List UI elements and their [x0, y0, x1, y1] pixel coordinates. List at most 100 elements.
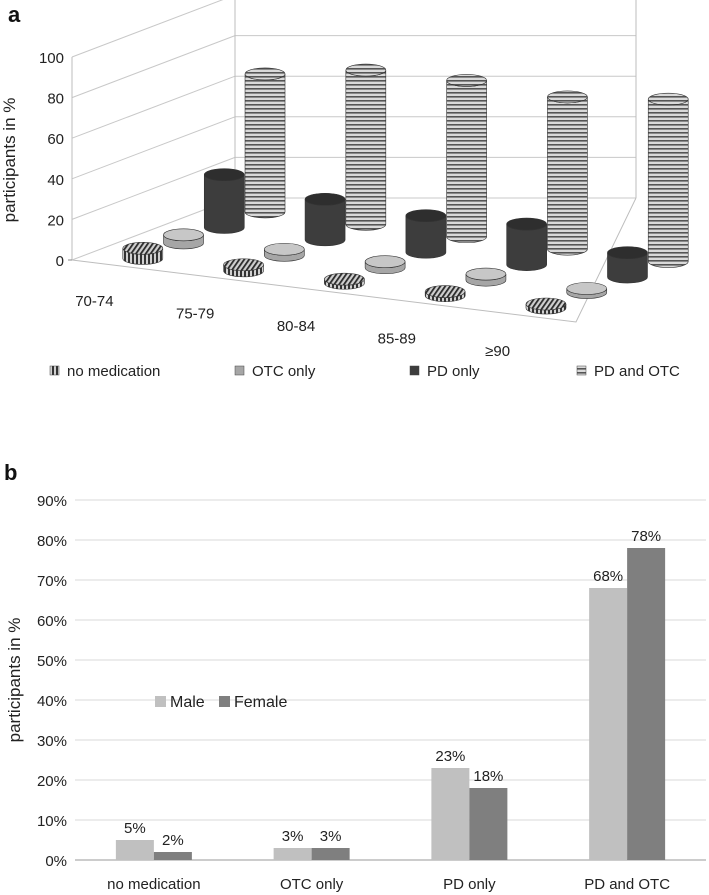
chart-b-legend: Male Female: [155, 694, 287, 711]
cylinder-top: [163, 228, 204, 242]
cylinder-pd-and-otc: [647, 92, 689, 268]
cylinder-no-medication: [424, 285, 466, 302]
chart-a-legend: no medication OTC only PD only PD and OTC: [49, 363, 680, 380]
legend-item-pd-only: PD only: [409, 363, 480, 380]
x-tick-label: 75-79: [176, 306, 214, 323]
cylinder-pd-only: [405, 209, 447, 259]
cylinder-otc-only: [566, 282, 608, 299]
cylinder-pd-only: [506, 217, 547, 271]
cylinder-pd-only: [607, 246, 648, 284]
cylinder-body: [506, 223, 547, 271]
bar-male: [115, 840, 154, 860]
cylinder-pd-and-otc: [446, 74, 487, 244]
chart-b-xticks: no medication OTC only PD only PD and OTC: [107, 876, 670, 893]
x-tick-label: no medication: [107, 876, 200, 893]
legend-swatch: [234, 365, 245, 376]
cylinder-otc-only: [465, 267, 507, 287]
cylinder-no-medication: [122, 242, 164, 265]
y-tick-label: 30%: [37, 733, 67, 750]
chart-a-frame: [68, 0, 637, 323]
bar-female: [469, 788, 508, 860]
chart-b-bars: 5% 2% 3% 3% 23% 18% 68% 78%: [115, 528, 666, 860]
panel-b: b 0% 10% 20% 30% 40% 50% 60% 70% 80% 90% particip…: [4, 460, 706, 893]
y-tick-label: 40%: [37, 693, 67, 710]
y-tick-label: 80: [47, 91, 64, 108]
data-label: 18%: [473, 768, 503, 785]
cylinder-top: [304, 192, 346, 206]
cylinder-top: [364, 255, 406, 268]
chart-b-ylabel: participants in %: [5, 618, 24, 743]
cylinder-top: [244, 67, 286, 81]
legend-swatch: [49, 365, 60, 376]
cylinder-no-medication: [525, 297, 567, 315]
panel-label-b: b: [4, 460, 17, 485]
cylinder-top: [547, 90, 588, 104]
cylinder-body: [547, 96, 588, 256]
legend-item-otc-only: OTC only: [234, 363, 316, 380]
bar-male: [273, 848, 312, 860]
cylinder-top: [223, 258, 264, 272]
bar-male: [431, 768, 470, 860]
cylinder-no-medication: [223, 258, 264, 278]
cylinder-body: [244, 73, 286, 219]
gridline-left-wall: [71, 75, 236, 139]
cylinder-top: [424, 285, 466, 298]
legend-swatch: [219, 696, 230, 707]
bar-male: [589, 588, 628, 860]
cylinder-otc-only: [163, 228, 204, 250]
y-tick-label: 50%: [37, 653, 67, 670]
chart-a-marks: [122, 63, 689, 315]
cylinder-pd-and-otc: [244, 67, 286, 219]
y-tick-label: 20: [47, 212, 64, 229]
cylinder-otc-only: [264, 242, 305, 262]
y-tick-label: 100: [39, 50, 64, 67]
y-tick-label: 60: [47, 131, 64, 148]
cylinder-pd-only: [203, 168, 245, 234]
legend-label: PD and OTC: [594, 363, 680, 380]
legend-label: no medication: [67, 363, 160, 380]
y-tick-label: 80%: [37, 533, 67, 550]
x-tick-label: PD and OTC: [584, 876, 670, 893]
panel-a: a 0 20 40 60 80 100 participants in % 70-74 75…: [0, 0, 689, 380]
cylinder-no-medication: [324, 272, 365, 290]
legend-label: PD only: [427, 363, 480, 380]
legend-label: Female: [234, 694, 287, 711]
x-tick-label: 85-89: [378, 330, 416, 347]
cylinder-pd-and-otc: [345, 63, 387, 231]
chart-a-yaxis: 0 20 40 60 80 100: [39, 50, 64, 270]
cylinder-top: [647, 92, 689, 106]
cylinder-top: [324, 272, 365, 286]
cylinder-body: [304, 199, 346, 247]
data-label: 68%: [593, 568, 623, 585]
cylinder-body: [203, 174, 245, 234]
y-tick-label: 40: [47, 172, 64, 189]
cylinder-pd-only: [304, 192, 346, 247]
cylinder-body: [446, 80, 487, 244]
cylinder-top: [525, 297, 567, 311]
data-label: 2%: [162, 832, 184, 849]
x-tick-label: 80-84: [277, 318, 315, 335]
bar-female: [153, 852, 192, 860]
cylinder-pd-and-otc: [547, 90, 588, 256]
data-label: 23%: [435, 748, 465, 765]
floor-edge: [71, 197, 637, 323]
cylinder-top: [203, 168, 245, 181]
data-label: 5%: [124, 820, 146, 837]
cylinder-top: [122, 242, 164, 255]
x-tick-label: 70-74: [75, 293, 113, 310]
gridline-left-wall: [71, 0, 224, 58]
y-tick-label: 10%: [37, 813, 67, 830]
legend-item-no-medication: no medication: [49, 363, 160, 380]
y-tick-label: 90%: [37, 493, 67, 510]
y-tick-label: 60%: [37, 613, 67, 630]
cylinder-top: [465, 267, 507, 281]
cylinder-top: [345, 63, 387, 77]
data-label: 3%: [320, 828, 342, 845]
cylinder-top: [405, 209, 447, 223]
gridline-left-wall: [71, 35, 236, 99]
gridline-left-wall: [71, 156, 236, 220]
legend-item-pd-and-otc: PD and OTC: [576, 363, 680, 380]
legend-swatch: [155, 696, 166, 707]
y-tick-label: 0%: [45, 853, 67, 870]
